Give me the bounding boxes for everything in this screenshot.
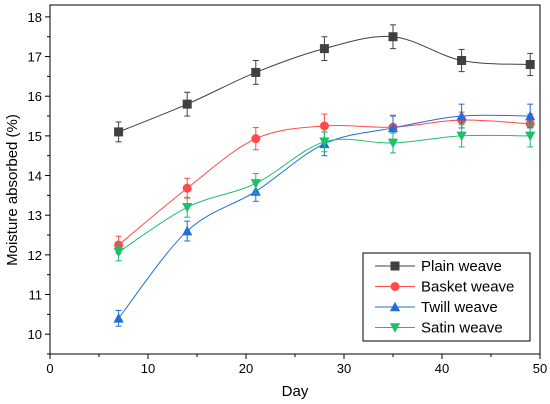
data-point [319, 44, 329, 54]
axes: Day Moisture absorbed (%) 0 10 20 30 40 50 10 1… [4, 4, 547, 400]
data-point [319, 121, 329, 131]
legend-marker [390, 282, 400, 291]
y-tick-label: 11 [29, 288, 43, 303]
data-point [387, 138, 399, 149]
legend-marker [390, 261, 400, 271]
data-point [182, 183, 192, 193]
y-tick-label: 18 [28, 10, 42, 25]
data-point [387, 122, 399, 133]
legend-label: Satin weave [421, 320, 503, 337]
data-point [113, 247, 124, 258]
series-satin-weave [113, 124, 536, 262]
data-point [250, 179, 261, 189]
x-tick-label: 0 [46, 361, 53, 376]
data-point [182, 202, 193, 213]
x-tick-label: 30 [337, 361, 351, 376]
data-point [456, 131, 467, 142]
y-axis-title: Moisture absorbed (%) [4, 114, 21, 266]
data-point [319, 137, 330, 148]
data-point [525, 59, 535, 69]
legend-label: Basket weave [421, 279, 514, 296]
data-point [251, 67, 261, 77]
y-tick-label: 14 [28, 169, 42, 184]
y-tick-label: 15 [28, 129, 42, 144]
y-tick-label: 12 [28, 248, 42, 263]
data-point [182, 225, 193, 236]
x-tick-label: 10 [141, 361, 155, 376]
x-tick-label: 50 [533, 361, 547, 376]
data-point [113, 313, 124, 323]
data-point [525, 110, 536, 121]
legend-marker [389, 301, 401, 312]
data-point [525, 131, 536, 142]
legend-item: Twill weave [375, 299, 498, 316]
x-tick-label: 20 [239, 361, 253, 376]
legend-label: Plain weave [421, 258, 502, 275]
x-tick-label: 40 [435, 361, 449, 376]
data-point [114, 127, 124, 137]
legend-marker [389, 323, 401, 333]
y-tick-label: 13 [28, 208, 42, 223]
data-point [456, 110, 467, 121]
data-point [251, 134, 261, 144]
data-point [388, 32, 398, 42]
x-axis-title: Day [282, 383, 309, 400]
data-point [182, 99, 192, 109]
legend-item: Basket weave [375, 279, 514, 296]
legend: Plain weave Basket weave Twill weave Satin … [362, 252, 531, 342]
y-tick-label: 17 [28, 50, 42, 65]
plot-area [113, 24, 536, 327]
legend-label: Twill weave [421, 299, 498, 316]
y-tick-label: 16 [28, 89, 42, 104]
legend-item: Plain weave [375, 258, 502, 275]
series-plain-weave [114, 24, 535, 143]
legend-item: Satin weave [375, 320, 503, 337]
data-point [457, 56, 467, 66]
y-tick-label: 10 [28, 327, 42, 342]
